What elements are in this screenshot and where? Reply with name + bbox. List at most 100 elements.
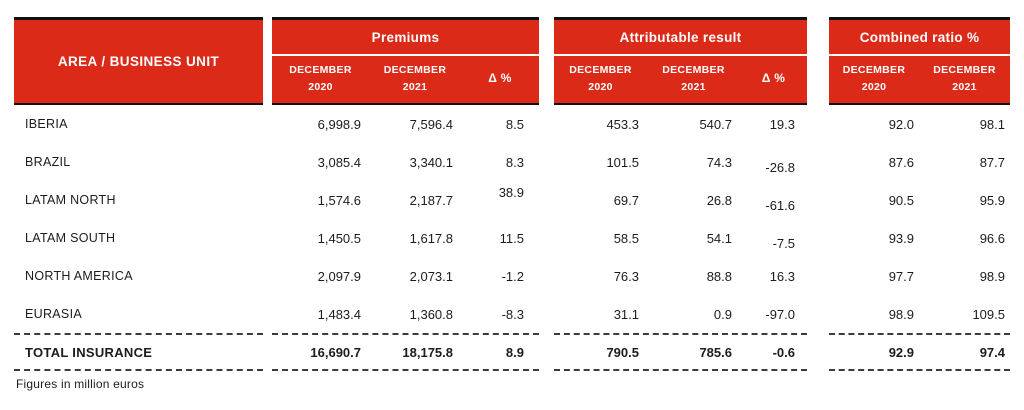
cell-value: 109.5 xyxy=(972,306,1005,322)
area-name: BRAZIL xyxy=(25,155,71,169)
combined-ratio-subheaders: DECEMBER 2020 DECEMBER 2021 xyxy=(829,56,1010,101)
table-row: 76.3 88.8 16.3 xyxy=(554,257,807,295)
total-label: TOTAL INSURANCE xyxy=(25,344,153,360)
table-row: 6,998.9 7,596.4 8.5 xyxy=(272,105,539,143)
section-attributable: Attributable result DECEMBER 2020 DECEMBE… xyxy=(554,17,807,371)
cell-value: 98.1 xyxy=(979,116,1005,132)
combined-ratio-header: Combined ratio % DECEMBER 2020 DECEMBER 20… xyxy=(829,17,1010,105)
col-header-delta: Δ % xyxy=(488,70,512,85)
table-row: 90.5 95.9 xyxy=(829,181,1010,219)
cell-value: 31.1 xyxy=(613,306,639,322)
section-premiums: Premiums DECEMBER 2020 DECEMBER 2021 Δ % 6… xyxy=(272,17,539,371)
cell-value: 97.7 xyxy=(888,268,914,284)
col-header-delta: Δ % xyxy=(761,70,786,85)
cell-value: 1,483.4 xyxy=(317,306,361,322)
column-gap xyxy=(263,17,272,371)
total-value: 8.9 xyxy=(505,344,524,360)
cell-value: 87.6 xyxy=(888,154,914,170)
cell-value: 19.3 xyxy=(769,116,795,132)
cell-value: 16.3 xyxy=(769,268,795,284)
area-name: NORTH AMERICA xyxy=(25,269,133,283)
cell-value: 1,450.5 xyxy=(317,230,361,246)
table-row: 1,450.5 1,617.8 11.5 xyxy=(272,219,539,257)
table-row: 101.5 74.3 -26.8 xyxy=(554,143,807,181)
cell-value: 90.5 xyxy=(888,192,914,208)
attributable-subheaders: DECEMBER 2020 DECEMBER 2021 Δ % xyxy=(554,56,807,101)
area-name: EURASIA xyxy=(25,307,82,321)
cell-value: 1,360.8 xyxy=(409,306,453,322)
cell-value: 54.1 xyxy=(706,230,732,246)
total-value: 92.9 xyxy=(888,344,914,360)
table-row: 3,085.4 3,340.1 8.3 xyxy=(272,143,539,181)
cell-value: -7.5 xyxy=(772,235,795,251)
cell-value: 69.7 xyxy=(613,192,639,208)
table-row: 2,097.9 2,073.1 -1.2 xyxy=(272,257,539,295)
attributable-header: Attributable result DECEMBER 2020 DECEMBE… xyxy=(554,17,807,105)
area-name: LATAM NORTH xyxy=(25,193,116,207)
total-value: 790.5 xyxy=(606,344,639,360)
cell-value: 11.5 xyxy=(499,230,524,246)
premiums-subheaders: DECEMBER 2020 DECEMBER 2021 Δ % xyxy=(272,56,539,101)
cell-value: 2,097.9 xyxy=(317,268,361,284)
cell-value: 7,596.4 xyxy=(409,116,453,132)
section-combined-ratio: Combined ratio % DECEMBER 2020 DECEMBER 20… xyxy=(829,17,1010,371)
cell-value: 98.9 xyxy=(979,268,1005,284)
combined-ratio-rows: 92.0 98.1 87.6 87.7 90.5 95.9 93.9 96.6 97.7… xyxy=(829,105,1010,333)
col-header-dec-2020: DECEMBER 2020 xyxy=(569,63,632,93)
total-row-premiums: 16,690.7 18,175.8 8.9 xyxy=(272,333,539,371)
cell-value: -26.8 xyxy=(765,159,795,175)
cell-value: 88.8 xyxy=(706,268,732,284)
cell-value: 8.3 xyxy=(505,154,524,170)
cell-value: 8.5 xyxy=(505,116,524,132)
combined-ratio-title: Combined ratio % xyxy=(829,20,1010,56)
table-row: 453.3 540.7 19.3 xyxy=(554,105,807,143)
table-row: NORTH AMERICA xyxy=(14,257,263,295)
area-header: AREA / BUSINESS UNIT xyxy=(14,17,263,105)
table-row: 69.7 26.8 -61.6 xyxy=(554,181,807,219)
column-gap xyxy=(807,17,829,371)
table-row: IBERIA xyxy=(14,105,263,143)
table-row: 93.9 96.6 xyxy=(829,219,1010,257)
attributable-title: Attributable result xyxy=(554,20,807,56)
total-row-attributable: 790.5 785.6 -0.6 xyxy=(554,333,807,371)
area-rows: IBERIA BRAZIL LATAM NORTH LATAM SOUTH NO… xyxy=(14,105,263,333)
table-row: LATAM SOUTH xyxy=(14,219,263,257)
total-value: 97.4 xyxy=(979,344,1005,360)
total-row-combined-ratio: 92.9 97.4 xyxy=(829,333,1010,371)
premiums-header: Premiums DECEMBER 2020 DECEMBER 2021 Δ % xyxy=(272,17,539,105)
table-row: 31.1 0.9 -97.0 xyxy=(554,295,807,333)
premiums-title: Premiums xyxy=(272,20,539,56)
cell-value: 76.3 xyxy=(613,268,639,284)
cell-value: 0.9 xyxy=(713,306,732,322)
cell-value: -8.3 xyxy=(501,306,524,322)
premiums-rows: 6,998.9 7,596.4 8.5 3,085.4 3,340.1 8.3 1,57… xyxy=(272,105,539,333)
cell-value: 453.3 xyxy=(606,116,639,132)
cell-value: 540.7 xyxy=(699,116,732,132)
area-header-label: AREA / BUSINESS UNIT xyxy=(57,54,220,69)
cell-value: -97.0 xyxy=(765,306,795,322)
total-value: 785.6 xyxy=(699,344,732,360)
total-value: 18,175.8 xyxy=(402,344,453,360)
total-value: -0.6 xyxy=(772,344,795,360)
table-row: 97.7 98.9 xyxy=(829,257,1010,295)
cell-value: 2,073.1 xyxy=(409,268,453,284)
table-row: 98.9 109.5 xyxy=(829,295,1010,333)
section-area: AREA / BUSINESS UNIT IBERIA BRAZIL LATAM… xyxy=(14,17,263,371)
area-name: LATAM SOUTH xyxy=(25,231,116,245)
cell-value: 96.6 xyxy=(979,230,1005,246)
cell-value: -1.2 xyxy=(501,268,524,284)
table-row: EURASIA xyxy=(14,295,263,333)
cell-value: 92.0 xyxy=(888,116,914,132)
cell-value: 3,340.1 xyxy=(409,154,453,170)
cell-value: 2,187.7 xyxy=(409,192,453,208)
table-row: 1,574.6 2,187.7 38.9 xyxy=(272,181,539,219)
area-name: IBERIA xyxy=(25,117,68,131)
cell-value: -61.6 xyxy=(765,197,795,213)
col-header-dec-2021: DECEMBER 2021 xyxy=(662,63,725,93)
table-row: 1,483.4 1,360.8 -8.3 xyxy=(272,295,539,333)
cell-value: 74.3 xyxy=(706,154,732,170)
cell-value: 1,574.6 xyxy=(317,192,361,208)
table-row: 87.6 87.7 xyxy=(829,143,1010,181)
table-row: 92.0 98.1 xyxy=(829,105,1010,143)
cell-value: 1,617.8 xyxy=(409,230,453,246)
